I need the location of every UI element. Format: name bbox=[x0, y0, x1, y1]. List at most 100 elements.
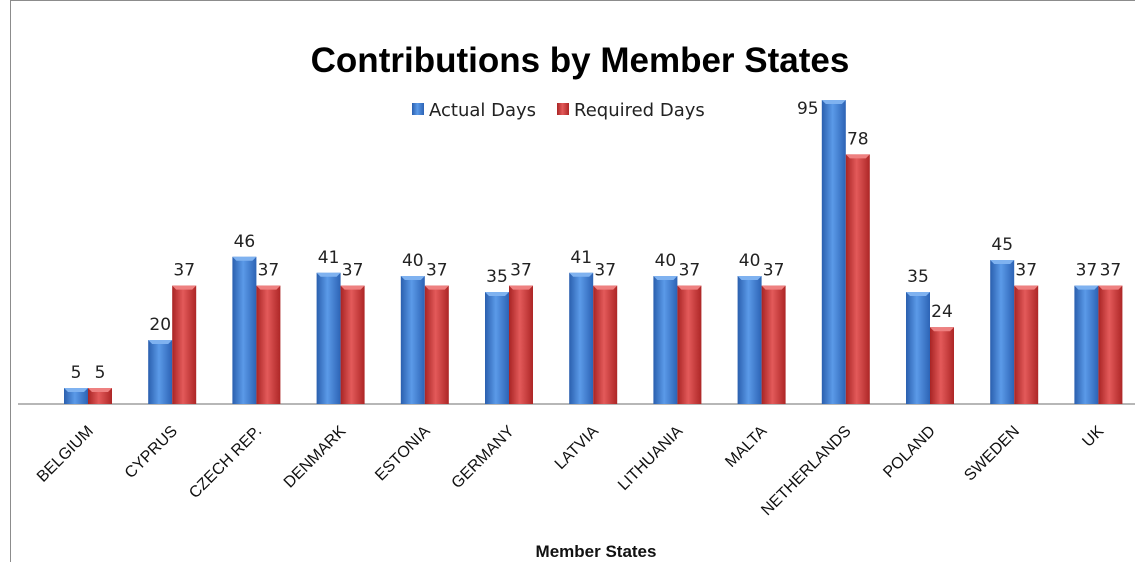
category-label-7: LITHUANIA bbox=[615, 423, 686, 494]
bar-actual-10 bbox=[906, 292, 930, 404]
category-label-5: GERMANY bbox=[449, 423, 518, 492]
bar-required-9 bbox=[845, 154, 870, 404]
bar-required-1 bbox=[172, 285, 197, 404]
value-label-actual-3: 41 bbox=[318, 248, 340, 268]
bar-cap-required-11 bbox=[1014, 285, 1039, 290]
bar-required-5 bbox=[509, 285, 533, 404]
value-label-required-5: 37 bbox=[510, 261, 532, 281]
bar-actual-1 bbox=[148, 340, 173, 404]
x-axis-label: Member States bbox=[536, 542, 657, 561]
bar-required-3 bbox=[340, 285, 365, 404]
value-label-required-9: 78 bbox=[847, 129, 869, 149]
category-label-3: DENMARK bbox=[281, 423, 350, 492]
value-label-actual-1: 20 bbox=[149, 315, 171, 335]
value-label-actual-7: 40 bbox=[655, 251, 677, 271]
category-label-1: CYPRUS bbox=[122, 423, 181, 482]
bar-actual-12 bbox=[1074, 285, 1099, 404]
bar-cap-required-0 bbox=[88, 388, 112, 392]
bar-actual-7 bbox=[653, 276, 678, 404]
legend-swatch-actual bbox=[412, 103, 424, 115]
value-label-actual-10: 35 bbox=[907, 267, 929, 287]
bar-cap-required-4 bbox=[424, 285, 449, 290]
category-label-2: CZECH REP. bbox=[186, 423, 265, 502]
value-label-required-7: 37 bbox=[679, 261, 701, 281]
category-label-10: POLAND bbox=[880, 423, 939, 482]
value-label-actual-8: 40 bbox=[739, 251, 761, 271]
bar-cap-actual-4 bbox=[400, 276, 425, 280]
bar-actual-3 bbox=[316, 272, 341, 404]
value-label-actual-6: 41 bbox=[570, 248, 592, 268]
bar-cap-actual-2 bbox=[232, 256, 257, 261]
bar-cap-actual-11 bbox=[990, 260, 1015, 264]
bar-cap-actual-6 bbox=[569, 272, 594, 277]
bar-cap-actual-1 bbox=[148, 340, 173, 344]
value-label-required-2: 37 bbox=[258, 261, 280, 281]
value-label-actual-2: 46 bbox=[234, 232, 256, 252]
bar-actual-4 bbox=[400, 276, 425, 404]
bar-cap-actual-5 bbox=[485, 292, 509, 296]
bar-required-7 bbox=[677, 285, 702, 404]
bar-required-2 bbox=[256, 285, 281, 404]
value-label-required-12: 37 bbox=[1100, 261, 1122, 281]
bar-cap-required-2 bbox=[256, 285, 281, 290]
category-label-9: NETHERLANDS bbox=[758, 423, 854, 519]
bar-cap-required-6 bbox=[593, 285, 618, 290]
bar-actual-8 bbox=[737, 276, 762, 404]
bar-cap-actual-10 bbox=[906, 292, 930, 296]
legend-label-actual: Actual Days bbox=[429, 100, 536, 121]
bar-cap-required-9 bbox=[845, 154, 870, 159]
value-label-required-0: 5 bbox=[95, 363, 106, 383]
value-label-required-1: 37 bbox=[173, 261, 195, 281]
value-label-actual-4: 40 bbox=[402, 251, 424, 271]
chart-frame bbox=[10, 0, 1135, 562]
bar-cap-required-10 bbox=[930, 327, 954, 332]
bar-actual-5 bbox=[485, 292, 509, 404]
category-label-0: BELGIUM bbox=[34, 423, 97, 486]
bar-cap-actual-9 bbox=[821, 100, 846, 104]
bar-cap-actual-7 bbox=[653, 276, 678, 280]
bar-cap-required-5 bbox=[509, 285, 533, 290]
bars-group bbox=[64, 100, 1123, 404]
bar-actual-9 bbox=[821, 100, 846, 404]
category-label-8: MALTA bbox=[722, 423, 770, 471]
category-label-11: SWEDEN bbox=[961, 423, 1023, 485]
bar-cap-required-1 bbox=[172, 285, 197, 290]
value-label-actual-0: 5 bbox=[71, 363, 82, 383]
value-label-actual-12: 37 bbox=[1076, 261, 1098, 281]
bar-cap-actual-0 bbox=[64, 388, 88, 392]
bar-cap-actual-12 bbox=[1074, 285, 1099, 290]
chart-title: Contributions by Member States bbox=[311, 41, 850, 80]
bar-required-8 bbox=[761, 285, 786, 404]
bar-required-11 bbox=[1014, 285, 1039, 404]
bar-cap-required-8 bbox=[761, 285, 786, 290]
bar-required-4 bbox=[424, 285, 449, 404]
legend-label-required: Required Days bbox=[574, 100, 705, 121]
bar-cap-required-3 bbox=[340, 285, 365, 290]
value-label-actual-5: 35 bbox=[486, 267, 508, 287]
bar-actual-6 bbox=[569, 272, 594, 404]
category-label-6: LATVIA bbox=[552, 423, 602, 473]
bar-cap-actual-3 bbox=[316, 272, 341, 277]
bar-actual-11 bbox=[990, 260, 1015, 404]
legend: Actual Days Required Days bbox=[412, 100, 705, 121]
value-label-actual-9: 95 bbox=[797, 99, 819, 119]
bar-required-12 bbox=[1098, 285, 1123, 404]
value-label-actual-11: 45 bbox=[991, 235, 1013, 255]
bar-required-10 bbox=[930, 327, 954, 404]
value-label-required-10: 24 bbox=[931, 302, 953, 322]
value-label-required-4: 37 bbox=[426, 261, 448, 281]
value-label-required-11: 37 bbox=[1015, 261, 1037, 281]
bar-actual-2 bbox=[232, 256, 257, 404]
category-label-4: ESTONIA bbox=[372, 423, 434, 485]
category-label-12: UK bbox=[1079, 423, 1107, 451]
bar-required-6 bbox=[593, 285, 618, 404]
value-label-required-3: 37 bbox=[342, 261, 364, 281]
value-label-required-8: 37 bbox=[763, 261, 785, 281]
bar-cap-actual-8 bbox=[737, 276, 762, 280]
legend-swatch-required bbox=[557, 103, 569, 115]
bar-cap-required-12 bbox=[1098, 285, 1123, 290]
category-labels-group: BELGIUM CYPRUS CZECH REP. DENMARK ESTONIA GER… bbox=[34, 423, 1108, 519]
value-label-required-6: 37 bbox=[594, 261, 616, 281]
